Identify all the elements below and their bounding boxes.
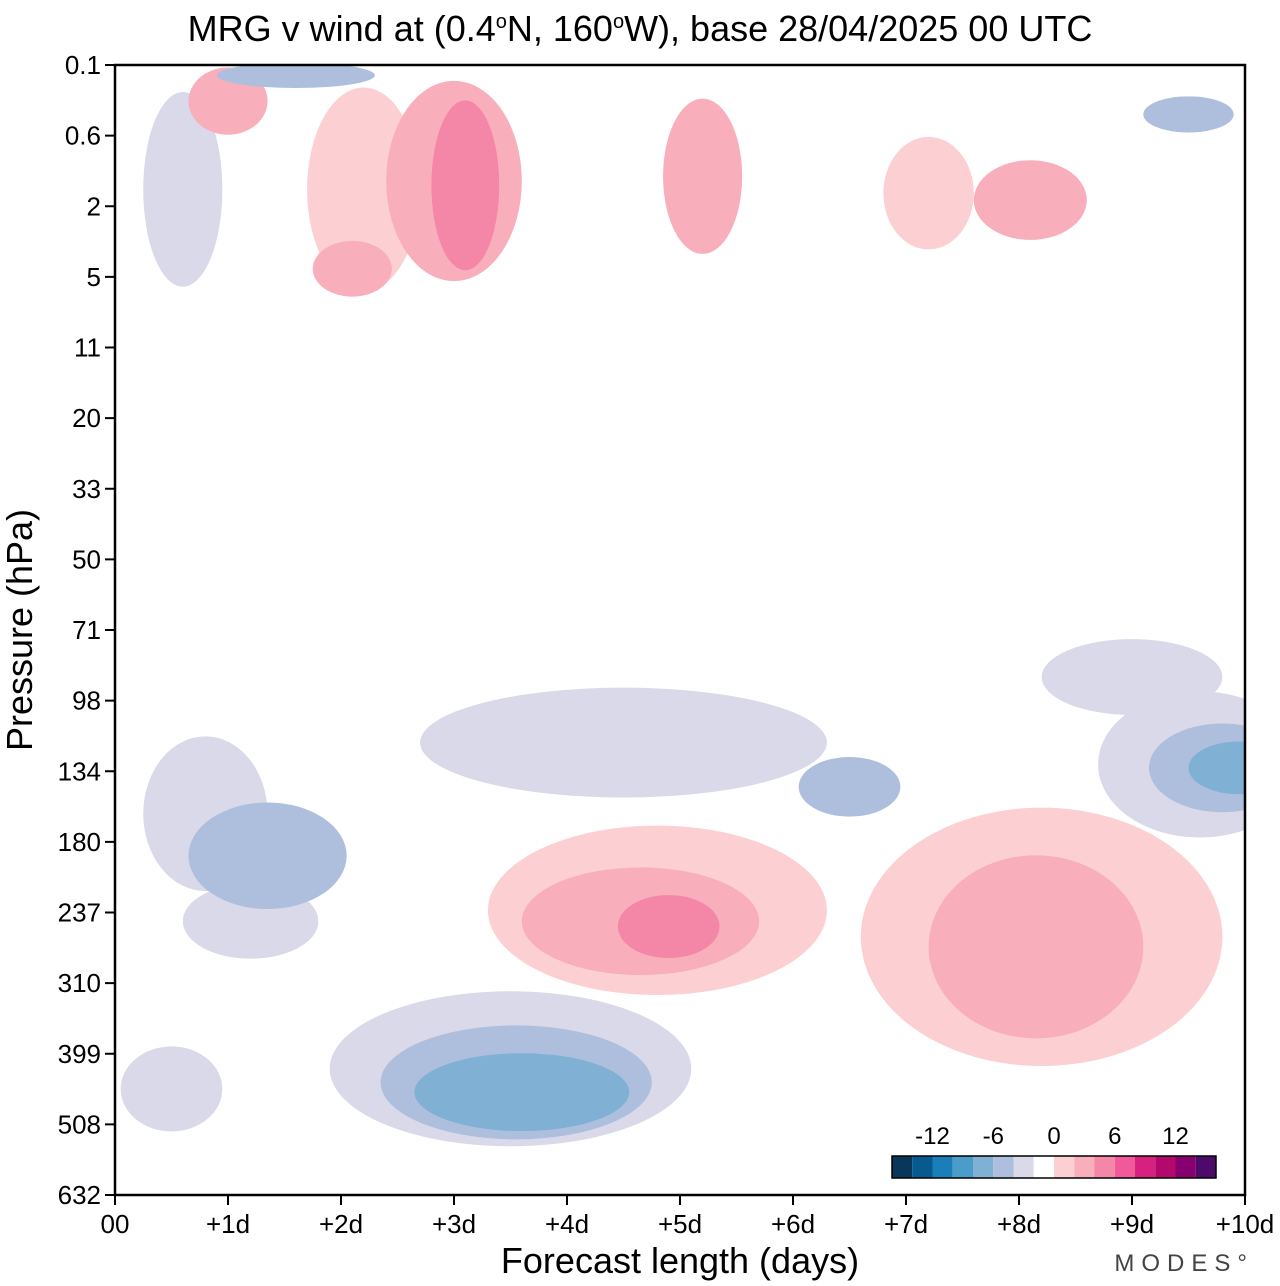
chart-title: MRG v wind at (0.4oN, 160oW), base 28/04… (187, 8, 1093, 49)
y-tick-label: 237 (58, 898, 101, 928)
contour-blob (617, 895, 720, 959)
y-tick-label: 0.6 (65, 121, 101, 151)
y-tick-label: 98 (72, 686, 101, 716)
contour-blob (307, 87, 421, 292)
contour-blob (120, 1046, 223, 1132)
contour-blob (663, 98, 743, 254)
colorbar-tick-label: 6 (1108, 1123, 1121, 1150)
colorbar-swatch (952, 1156, 973, 1178)
contour-blob (420, 687, 827, 798)
contour-blob (883, 136, 974, 250)
x-tick-label: +8d (997, 1209, 1041, 1239)
y-tick-label: 0.1 (65, 50, 101, 80)
colorbar-swatch (1195, 1156, 1216, 1178)
x-tick-label: +6d (771, 1209, 815, 1239)
contour-blob (1188, 741, 1245, 795)
contour-blob (1143, 96, 1234, 133)
colorbar-swatch (1074, 1156, 1095, 1178)
x-tick-label: 00 (101, 1209, 130, 1239)
colorbar-legend: -12 -6 0 6 12 (891, 1123, 1217, 1179)
y-tick-label: 20 (72, 403, 101, 433)
colorbar-swatch (1114, 1156, 1135, 1178)
contour-blob (1041, 639, 1223, 715)
contour-blob (431, 100, 500, 271)
colorbar-swatch (1054, 1156, 1075, 1178)
contour-blob (798, 756, 901, 817)
contour-fills (120, 65, 1245, 1147)
y-tick-label: 399 (58, 1039, 101, 1069)
y-axis: 0.1 0.6 2 5 11 20 33 50 71 98 134 180 237 310 399 508 63… (58, 50, 115, 1210)
y-tick-label: 5 (87, 262, 101, 292)
colorbar-tick-label: 12 (1162, 1123, 1189, 1150)
y-tick-label: 134 (58, 756, 101, 786)
colorbar-swatch (1013, 1156, 1034, 1178)
colorbar-tick-label: -12 (915, 1123, 950, 1150)
contour-blob (973, 160, 1087, 240)
y-tick-label: 508 (58, 1109, 101, 1139)
y-tick-label: 310 (58, 968, 101, 998)
x-tick-label: +9d (1110, 1209, 1154, 1239)
colorbar-swatch (912, 1156, 933, 1178)
colorbar-swatch (932, 1156, 953, 1178)
colorbar-tick-label: 0 (1047, 1123, 1060, 1150)
x-axis-label: Forecast length (days) (500, 1240, 860, 1281)
modes-logo: MODES° (1114, 1250, 1254, 1277)
colorbar-frame (891, 1155, 1217, 1179)
x-tick-label: +4d (545, 1209, 589, 1239)
y-axis-label: Pressure (hPa) (0, 508, 40, 752)
contour-blob (188, 802, 347, 910)
y-tick-label: 180 (58, 827, 101, 857)
colorbar-swatch (1094, 1156, 1115, 1178)
y-tick-label: 2 (87, 191, 101, 221)
contour-blob (928, 855, 1144, 1039)
y-tick-label: 71 (72, 615, 101, 645)
x-tick-label: +3d (432, 1209, 476, 1239)
colorbar-swatch (1033, 1156, 1054, 1178)
colorbar-swatch (892, 1156, 913, 1178)
colorbar-swatch (973, 1156, 994, 1178)
contour-blob (312, 240, 392, 297)
colorbar-swatch (993, 1156, 1014, 1178)
y-tick-label: 50 (72, 544, 101, 574)
y-tick-label: 632 (58, 1180, 101, 1210)
contour-blob (143, 92, 223, 287)
colorbar-tick-label: -6 (983, 1123, 1004, 1150)
y-tick-label: 11 (74, 333, 101, 363)
x-tick-label: +5d (658, 1209, 702, 1239)
x-tick-label: +1d (206, 1209, 250, 1239)
colorbar-swatch (1175, 1156, 1196, 1178)
x-tick-label: +10d (1216, 1209, 1275, 1239)
contour-blob (216, 65, 375, 88)
x-tick-label: +2d (319, 1209, 363, 1239)
y-tick-label: 33 (72, 474, 101, 504)
contour-blob (414, 1053, 630, 1132)
colorbar-swatch (1155, 1156, 1176, 1178)
colorbar-swatch (1135, 1156, 1156, 1178)
x-tick-label: +7d (884, 1209, 928, 1239)
x-axis: 00 +1d +2d +3d +4d +5d +6d +7d +8d +9d +10d (101, 1195, 1275, 1239)
